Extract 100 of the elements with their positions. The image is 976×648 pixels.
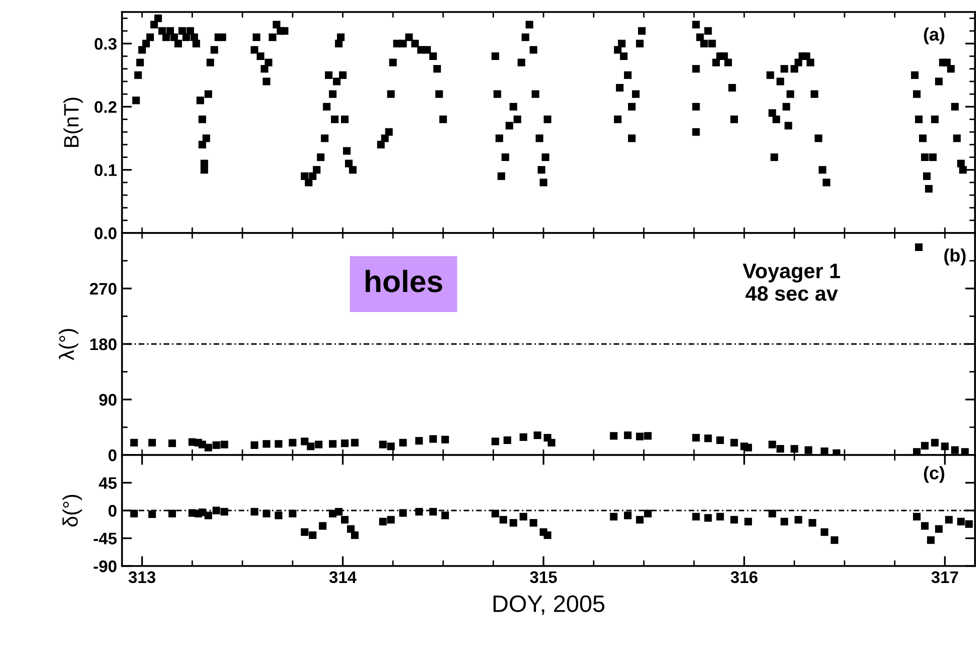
y-axis-title: δ(°) (62, 494, 82, 527)
point (314, 440, 322, 448)
point (340, 516, 349, 524)
point (318, 522, 327, 530)
point (716, 512, 724, 520)
y-tick-label: 180 (90, 338, 116, 350)
point (288, 438, 296, 446)
point (387, 516, 395, 524)
point (429, 435, 437, 443)
x-tick-label: 315 (530, 571, 557, 584)
point (830, 536, 838, 544)
point (148, 438, 156, 446)
y-tick-label: 45 (98, 477, 117, 489)
point (300, 438, 308, 446)
point (951, 446, 959, 454)
point (692, 512, 700, 520)
point (262, 440, 270, 448)
y-axis-title: λ(°) (58, 328, 78, 360)
point (130, 438, 138, 446)
point (644, 432, 652, 440)
annotation: holes (366, 270, 442, 292)
point (510, 519, 518, 527)
point (250, 441, 258, 449)
point (204, 444, 212, 452)
point (912, 512, 921, 520)
point (945, 516, 953, 524)
point (636, 432, 644, 440)
point (530, 519, 538, 527)
point (328, 440, 337, 448)
point (704, 514, 712, 522)
point (347, 525, 355, 533)
point (250, 508, 258, 516)
point (351, 531, 359, 539)
point (610, 432, 618, 440)
point (262, 510, 270, 518)
annotation: (c) (924, 466, 944, 483)
point (704, 434, 712, 442)
point (500, 516, 508, 524)
point (220, 508, 228, 516)
point (935, 525, 943, 533)
point (520, 433, 528, 441)
point (941, 442, 949, 450)
point (168, 439, 176, 448)
point (212, 506, 220, 514)
y-tick-label: 0.1 (94, 164, 117, 176)
point (921, 442, 929, 450)
point (965, 520, 973, 528)
point (768, 510, 776, 518)
y-axis-title: B(nT) (63, 98, 83, 147)
point (644, 510, 652, 518)
x-tick-label: 314 (329, 571, 357, 584)
point (768, 440, 776, 448)
point (692, 434, 700, 442)
y-tick-label: -90 (94, 560, 116, 572)
point (415, 508, 423, 516)
point (931, 438, 939, 446)
point (212, 441, 220, 449)
y-tick-label: 0.0 (94, 227, 116, 240)
point (274, 440, 282, 448)
point (274, 512, 282, 520)
point (744, 444, 752, 452)
point (288, 510, 296, 518)
point (351, 438, 359, 446)
annotation: Voyager 1 48 sec av (742, 264, 840, 301)
point (379, 518, 387, 526)
annotation: (b) (944, 248, 966, 266)
point (716, 436, 724, 444)
point (636, 516, 644, 524)
point (915, 243, 923, 251)
point (820, 528, 828, 536)
point (340, 439, 349, 448)
point (429, 508, 437, 516)
point (776, 445, 784, 453)
point (927, 536, 935, 544)
y-tick-label: 270 (90, 282, 116, 295)
point (492, 510, 500, 518)
point (794, 516, 802, 524)
point (168, 510, 176, 518)
y-tick-label: 0.3 (94, 38, 117, 50)
point (399, 509, 407, 517)
point (804, 446, 812, 454)
point (415, 437, 423, 445)
y-tick-label: 90 (99, 394, 116, 406)
point (308, 531, 316, 539)
point (548, 438, 556, 446)
point (300, 528, 308, 536)
y-tick-label: 0.2 (94, 101, 116, 113)
point (610, 512, 618, 520)
point (492, 438, 500, 446)
point (957, 518, 965, 526)
y-tick-label: 0 (108, 504, 116, 517)
x-tick-label: 316 (730, 571, 758, 584)
point (780, 518, 788, 526)
point (624, 512, 632, 520)
point (399, 438, 407, 446)
annotation: (a) (924, 27, 944, 44)
point (387, 442, 395, 450)
point (204, 512, 212, 520)
x-tick-label: 313 (128, 571, 156, 584)
point (808, 519, 816, 527)
